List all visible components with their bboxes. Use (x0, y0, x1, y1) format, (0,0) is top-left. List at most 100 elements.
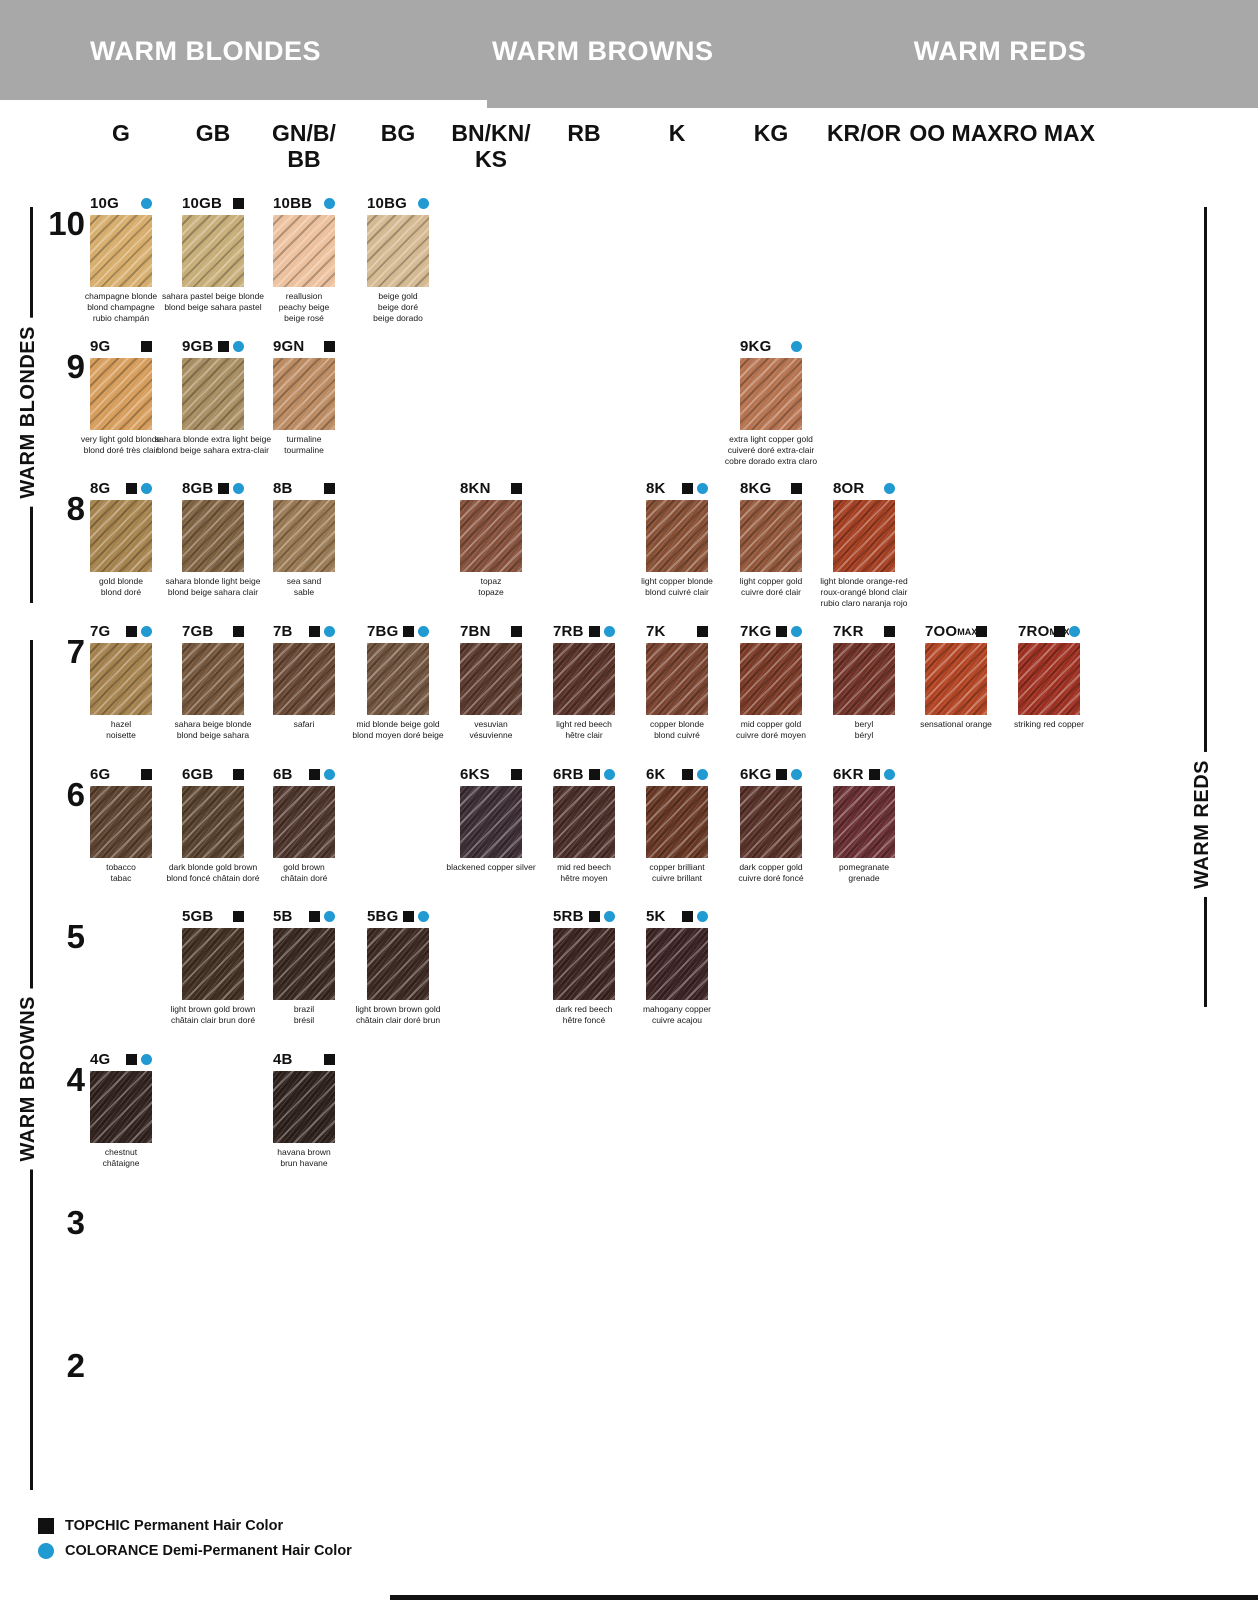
swatch-caption: sensational orange (896, 719, 1016, 730)
warm-browns-side-label: WARM BROWNS (16, 988, 41, 1170)
hair-swatch (925, 643, 987, 715)
swatch-code: 6KS (460, 766, 490, 783)
caption-line: brun havane (280, 1158, 328, 1169)
hair-swatch (553, 786, 615, 858)
topchic-square-marker (324, 483, 335, 494)
swatch-code: 10BG (367, 195, 407, 212)
hair-swatch (460, 500, 522, 572)
row-number: 4 (66, 1061, 85, 1098)
swatch-code: 7GB (182, 623, 214, 640)
caption-line: very light gold blonde (80, 434, 162, 444)
colorance-dot-marker (697, 483, 708, 494)
topchic-square-marker (38, 1518, 54, 1534)
swatch-cell-8B: 8B sea sand sable (273, 480, 335, 598)
caption-line: gold brown (283, 862, 325, 872)
topchic-square-marker (976, 626, 987, 637)
caption-line: hazel (110, 719, 132, 729)
column-header: KG (753, 120, 789, 146)
swatch-cell-7B: 7B safari (273, 623, 335, 730)
hair-swatch (553, 643, 615, 715)
swatch-cell-5GB: 5GB light brown gold brown châtain clair b… (170, 908, 255, 1026)
caption-line: blond champagne (87, 302, 155, 313)
page-bottom-edge (390, 1595, 1258, 1600)
swatch-caption: striking red copper (989, 719, 1109, 730)
colorance-dot-marker (418, 911, 429, 922)
swatch-code: 5RB (553, 908, 584, 925)
swatch-cell-4B: 4B havana brown brun havane (273, 1051, 335, 1169)
hair-swatch (833, 786, 895, 858)
hair-swatch (273, 928, 335, 1000)
swatch-cell-6G: 6G tobacco tabac (90, 766, 152, 884)
caption-line: blond cuivré (654, 730, 700, 741)
hair-swatch (273, 1071, 335, 1143)
legend-topchic-label: TOPCHIC Permanent Hair Color (65, 1518, 284, 1534)
swatch-code: 6KG (740, 766, 772, 783)
swatch-cell-8GB: 8GB sahara blonde light beige blond beige … (166, 480, 261, 598)
swatch-cell-9G: 9G very light gold blonde blond doré très … (81, 338, 161, 456)
colorance-dot-marker (324, 198, 335, 209)
swatch-code: 6K (646, 766, 666, 783)
caption-line: tourmaline (284, 445, 324, 456)
swatch-code: 9GN (273, 338, 305, 355)
swatch-caption: gold brown châtain doré (244, 862, 364, 884)
swatch-cell-10BB: 10BB reallusion peachy beige beige rosé (273, 195, 335, 324)
caption-line: light red beech (556, 719, 612, 729)
caption-line: pomegranate (838, 862, 890, 872)
swatch-cell-7G: 7G hazel noisette (90, 623, 152, 741)
hair-swatch (367, 643, 429, 715)
colorance-dot-marker (38, 1543, 54, 1559)
hair-swatch (90, 786, 152, 858)
swatch-caption: sahara pastel beige blonde blond beige sa… (153, 291, 273, 313)
topchic-square-marker (233, 626, 244, 637)
swatch-code: 8B (273, 480, 293, 497)
caption-line: blackened copper silver (446, 862, 536, 872)
swatch-cell-5B: 5B brazil brésil (273, 908, 335, 1026)
warm-blondes-side-label: WARM BLONDES (16, 318, 41, 507)
swatch-code: 5B (273, 908, 293, 925)
caption-line: copper brilliant (649, 862, 705, 872)
legend-colorance-label: COLORANCE Demi-Permanent Hair Color (65, 1543, 352, 1559)
caption-line: rubio champán (92, 313, 150, 324)
swatch-code: 5BG (367, 908, 399, 925)
row-number: 6 (66, 776, 85, 813)
hair-swatch (273, 215, 335, 287)
swatch-code: 7B (273, 623, 293, 640)
hair-swatch (553, 928, 615, 1000)
swatch-caption: pomegranate grenade (804, 862, 924, 884)
colorance-dot-marker (791, 769, 802, 780)
swatch-code: 7G (90, 623, 111, 640)
topchic-square-marker (511, 626, 522, 637)
hair-swatch (182, 215, 244, 287)
hair-swatch (90, 643, 152, 715)
caption-line: noisette (106, 730, 136, 741)
swatch-caption: turmaline tourmaline (244, 434, 364, 456)
swatch-cell-8KG: 8KG light copper gold cuivre doré clair (740, 480, 802, 598)
colorance-dot-marker (1069, 626, 1080, 637)
caption-line: beige dorado (373, 313, 423, 324)
caption-line: havana brown (277, 1147, 331, 1157)
row-number: 7 (66, 633, 85, 670)
hair-swatch (182, 500, 244, 572)
caption-line: light copper gold (739, 576, 803, 586)
topchic-square-marker (126, 483, 137, 494)
swatch-cell-7RB: 7RB light red beech hêtre clair (553, 623, 615, 741)
topchic-square-marker (324, 341, 335, 352)
swatch-cell-7K: 7K copper blonde blond cuivré (646, 623, 708, 741)
colorance-dot-marker (791, 341, 802, 352)
caption-line: mid blonde beige gold (356, 719, 440, 729)
swatch-cell-9KG: 9KG extra light copper gold cuiveré doré e… (725, 338, 817, 467)
caption-line: roux-orangé blond clair (820, 587, 908, 598)
swatch-caption: sahara blonde light beige blond beige sah… (153, 576, 273, 598)
topchic-square-marker (218, 341, 229, 352)
caption-line: cuivre acajou (651, 1015, 703, 1026)
swatch-caption: reallusion peachy beige beige rosé (244, 291, 364, 324)
hair-swatch (90, 358, 152, 430)
swatch-caption: light red beech hêtre clair (524, 719, 644, 741)
swatch-cell-5BG: 5BG light brown brown gold châtain clair d… (355, 908, 440, 1026)
colorance-dot-marker (791, 626, 802, 637)
swatch-code: 7K (646, 623, 666, 640)
column-header: KR/OR (826, 120, 902, 146)
swatch-caption: champagne blonde blond champagne rubio cha… (61, 291, 181, 324)
swatch-code: 7BG (367, 623, 399, 640)
